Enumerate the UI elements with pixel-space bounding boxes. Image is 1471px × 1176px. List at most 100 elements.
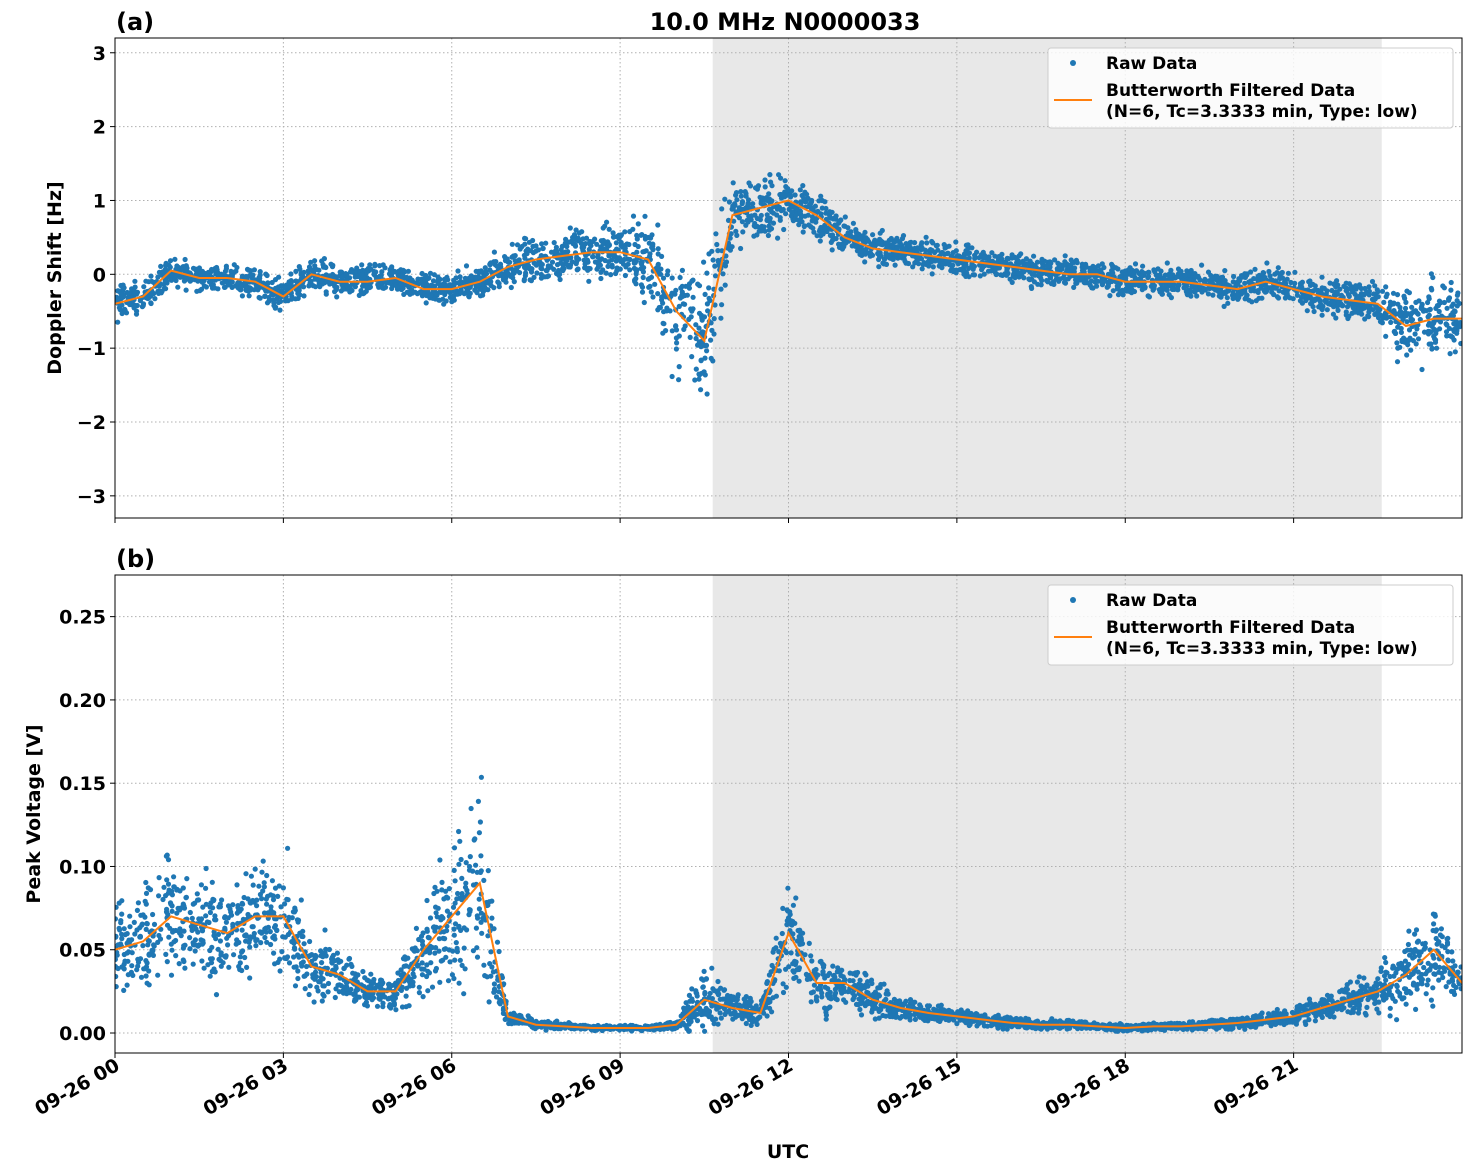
raw-data-point [498,1001,503,1006]
raw-data-point [207,279,212,284]
raw-data-point [1357,282,1362,287]
raw-data-point [291,954,296,959]
raw-data-point [1430,321,1435,326]
raw-data-point [163,263,168,268]
raw-data-point [1426,294,1431,299]
raw-data-point [1080,275,1085,280]
raw-data-point [862,259,867,264]
raw-data-point [1395,302,1400,307]
raw-data-point [1154,272,1159,277]
raw-data-point [552,240,557,245]
raw-data-point [243,871,248,876]
raw-data-point [769,198,774,203]
raw-data-point [443,955,448,960]
raw-data-point [489,916,494,921]
raw-data-point [266,925,271,930]
raw-data-point [482,286,487,291]
raw-data-point [930,248,935,253]
raw-data-point [718,997,723,1002]
raw-data-point [623,264,628,269]
raw-data-point [708,338,713,343]
raw-data-point [921,262,926,267]
raw-data-point [405,956,410,961]
raw-data-point [947,262,952,267]
raw-data-point [758,225,763,230]
raw-data-point [463,885,468,890]
raw-data-point [457,981,462,986]
raw-data-point [1175,286,1180,291]
raw-data-point [262,935,267,940]
raw-data-point [634,269,639,274]
raw-data-point [850,243,855,248]
raw-data-point [1004,268,1009,273]
raw-data-point [224,953,229,958]
raw-data-point [238,954,243,959]
raw-data-point [218,938,223,943]
raw-data-point [312,258,317,263]
raw-data-point [1298,298,1303,303]
raw-data-point [117,901,122,906]
raw-data-point [353,274,358,279]
raw-data-point [469,806,474,811]
raw-data-point [1351,306,1356,311]
raw-data-point [442,281,447,286]
raw-data-point [716,991,721,996]
raw-data-point [169,973,174,978]
raw-data-point [156,893,161,898]
raw-data-point [144,891,149,896]
raw-data-point [749,1023,754,1028]
raw-data-point [1318,298,1323,303]
raw-data-point [935,243,940,248]
raw-data-point [136,900,141,905]
raw-data-point [424,974,429,979]
raw-data-point [180,266,185,271]
chart-title: 10.0 MHz N0000033 [650,8,921,36]
raw-data-point [862,230,867,235]
raw-data-point [719,302,724,307]
raw-data-point [948,268,953,273]
raw-data-point [273,286,278,291]
raw-data-point [483,269,488,274]
raw-data-point [300,929,305,934]
raw-data-point [646,285,651,290]
raw-data-point [693,322,698,327]
raw-data-point [705,391,710,396]
raw-data-point [619,259,624,264]
raw-data-point [175,285,180,290]
raw-data-point [776,172,781,177]
raw-data-point [798,217,803,222]
raw-data-point [515,242,520,247]
raw-data-point [335,951,340,956]
raw-data-point [631,214,636,219]
y-tick-label: 0 [93,264,106,286]
raw-data-point [339,275,344,280]
raw-data-point [317,283,322,288]
raw-data-point [791,218,796,223]
raw-data-point [273,923,278,928]
raw-data-point [738,246,743,251]
raw-data-point [425,969,430,974]
raw-data-point [734,233,739,238]
raw-data-point [1409,305,1414,310]
raw-data-point [458,958,463,963]
raw-data-point [129,937,134,942]
raw-data-point [1384,294,1389,299]
raw-data-point [540,246,545,251]
raw-data-point [125,983,130,988]
raw-data-point [1014,256,1019,261]
raw-data-point [884,262,889,267]
raw-data-point [1324,291,1329,296]
y-axis-label: Doppler Shift [Hz] [44,181,66,374]
raw-data-point [723,283,728,288]
raw-data-point [170,909,175,914]
raw-data-point [781,227,786,232]
raw-data-point [295,291,300,296]
raw-data-point [1299,285,1304,290]
raw-data-point [634,250,639,255]
raw-data-point [640,290,645,295]
raw-data-point [1026,276,1031,281]
raw-data-point [876,264,881,269]
raw-data-point [244,965,249,970]
raw-data-point [208,974,213,979]
raw-data-point [659,254,664,259]
